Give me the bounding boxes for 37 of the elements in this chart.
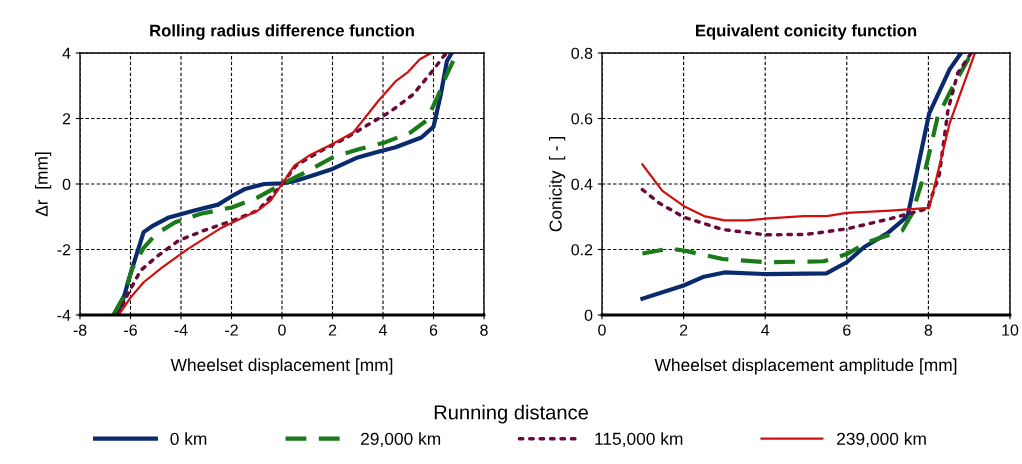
y-tick-label: -2 xyxy=(57,244,71,256)
y-tick-label: 0.8 xyxy=(571,47,593,59)
x-axis-title: Wheelset displacement [mm] xyxy=(170,358,393,375)
x-tick-label: 6 xyxy=(843,324,851,336)
x-tick-label: 4 xyxy=(761,324,770,336)
x-tick-label: -2 xyxy=(225,324,238,336)
y-tick-label: 2 xyxy=(62,113,71,125)
legend-label: 115,000 km xyxy=(595,432,683,447)
y-tick-label: 0.2 xyxy=(571,244,593,256)
y-tick-label: 4 xyxy=(62,47,71,59)
x-tick-label: 2 xyxy=(328,324,337,336)
legend-label: 29,000 km xyxy=(361,432,441,447)
x-tick-label: 6 xyxy=(429,324,438,336)
x-tick-label: 8 xyxy=(480,324,488,336)
x-tick-label: 2 xyxy=(679,324,688,336)
y-tick-label: 0 xyxy=(62,178,71,190)
y-tick-label: -4 xyxy=(57,309,71,321)
y-axis-title: Δr [mm] xyxy=(35,152,52,217)
chart-title: Equivalent conicity function xyxy=(696,24,917,40)
x-axis-title: Wheelset displacement amplitude [mm] xyxy=(654,358,957,375)
x-tick-label: 0 xyxy=(598,324,606,336)
x-tick-label: 0 xyxy=(278,324,286,336)
x-tick-label: 4 xyxy=(378,324,387,336)
line-series xyxy=(640,53,964,301)
y-tick-label: 0.6 xyxy=(571,113,593,125)
x-tick-label: 10 xyxy=(1002,324,1019,336)
chart-title: Rolling radius difference function xyxy=(150,24,414,40)
y-axis-title: Conicity [ - ] xyxy=(549,137,566,232)
y-tick-label: 0 xyxy=(584,309,593,321)
legend-label: 0 km xyxy=(170,432,207,445)
x-tick-label: -8 xyxy=(73,324,87,336)
legend-label: 239,000 km xyxy=(837,432,926,447)
x-tick-label: 8 xyxy=(924,324,933,336)
legend-title: Running distance xyxy=(434,404,588,424)
y-tick-label: 0.4 xyxy=(571,178,593,190)
x-tick-label: -4 xyxy=(174,324,188,336)
x-tick-label: -6 xyxy=(124,324,137,336)
